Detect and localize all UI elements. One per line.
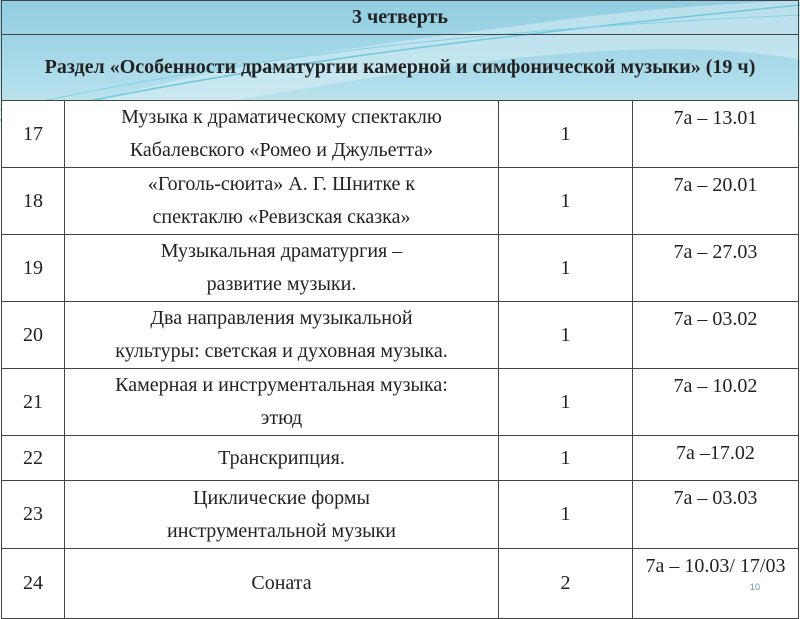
table-row: 19 Музыкальная драматургия – развитие муз… [1,234,799,302]
lesson-hours: 1 [498,480,633,549]
table-row: 23 Циклические формы инструментальной муз… [1,480,799,549]
lesson-date: 7а – 27.03 [632,234,799,302]
lesson-topic: Циклические формы инструментальной музыки [64,480,499,549]
lesson-date: 7а – 20.01 [632,167,799,235]
lesson-topic: Музыка к драматическому спектаклю Кабалев… [64,100,499,168]
topic-line: Циклические формы [193,486,370,509]
lesson-date: 7а – 03.03 [632,480,799,549]
topic-line: инструментальной музыки [167,519,396,542]
lesson-number: 23 [1,480,65,549]
lesson-number: 21 [1,368,65,436]
table-row: 24 Соната 2 7а – 10.03/ 17/03 [1,548,799,619]
topic-line: спектаклю «Ревизская сказка» [152,206,411,228]
lesson-date: 7а –17.02 [632,435,799,481]
lesson-topic: Музыкальная драматургия – развитие музыки… [64,234,499,302]
lesson-hours: 1 [498,167,633,235]
lesson-number: 17 [1,100,65,168]
topic-line: Музыкальная драматургия – [160,240,403,262]
lesson-topic: Камерная и инструментальная музыка: этюд [64,368,499,436]
topic-line: Транскрипция. [218,446,345,469]
lesson-topic: Два направления музыкальной культуры: све… [64,301,499,369]
lesson-hours: 1 [498,435,633,481]
table-row: 17 Музыка к драматическому спектаклю Каба… [1,100,799,168]
page-number: 10 [749,582,760,592]
lesson-hours: 2 [498,548,633,619]
topic-line: Кабалевского «Ромео и Джульетта» [129,139,434,161]
table-row: 21 Камерная и инструментальная музыка: эт… [1,368,799,436]
lesson-date: 7а – 03.02 [632,301,799,369]
topic-line: Соната [251,572,312,594]
lesson-topic: Транскрипция. [64,435,499,481]
table-row: 20 Два направления музыкальной культуры: … [1,301,799,369]
lesson-date: 7а – 10.03/ 17/03 [632,548,799,619]
lesson-number: 18 [1,167,65,235]
lesson-topic: «Гоголь-сюита» А. Г. Шнитке к спектаклю «… [64,167,499,235]
topic-line: Музыка к драматическому спектаклю [121,106,442,128]
topic-line: Два направления музыкальной [150,307,413,329]
topic-line: этюд [260,407,303,429]
lesson-number: 20 [1,301,65,369]
lesson-topic: Соната [64,548,499,619]
topic-line: культуры: светская и духовная музыка. [115,340,448,362]
lesson-hours: 1 [498,100,633,168]
lesson-date: 7а – 10.02 [632,368,799,436]
lesson-date: 7а – 13.01 [632,100,799,168]
quarter-header: 3 четверть [1,0,799,35]
lesson-number: 22 [1,435,65,481]
lesson-hours: 1 [498,368,633,436]
table-row: 22 Транскрипция. 1 7а –17.02 [1,435,799,481]
section-header: Раздел «Особенности драматургии камерной… [1,34,799,101]
lesson-hours: 1 [498,234,633,302]
topic-line: «Гоголь-сюита» А. Г. Шнитке к [147,173,416,195]
topic-line: Камерная и инструментальная музыка: [115,374,448,396]
topic-line: развитие музыки. [206,273,357,295]
lesson-hours: 1 [498,301,633,369]
table-row: 18 «Гоголь-сюита» А. Г. Шнитке к спектакл… [1,167,799,235]
lesson-number: 24 [1,548,65,619]
lesson-number: 19 [1,234,65,302]
